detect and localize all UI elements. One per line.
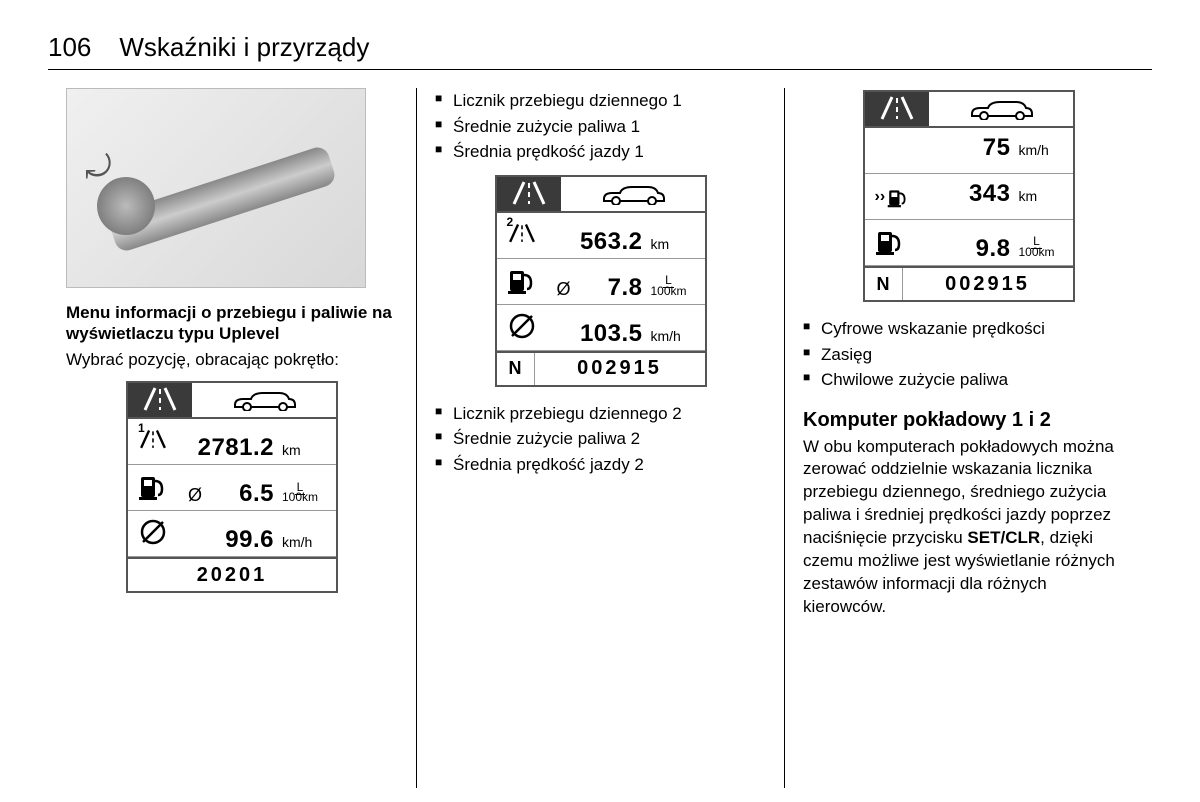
digital-speed-value: 75 (925, 134, 1011, 162)
range-pump-icon: ›› (875, 186, 917, 208)
display-panel-2: 2 563.2 km Ø 7.8 L100km 103.5 km/h N 00 (495, 175, 707, 387)
road-tab-icon (865, 92, 929, 126)
set-clr-label: SET/CLR (967, 528, 1040, 547)
col3-section-heading: Komputer pokładowy 1 i 2 (803, 409, 1134, 432)
gear-indicator-2: N (497, 353, 535, 385)
range-unit: km (1019, 188, 1063, 204)
list-item: Chwilowe zużycie paliwa (803, 367, 1134, 393)
col1-instruction: Wybrać pozycję, obracając pokrętło: (66, 349, 398, 372)
trip-unit-1: km (282, 442, 326, 458)
fuel-pump-icon (875, 226, 917, 256)
display-panel-3: 75 km/h ›› 343 km 9.8 L100km N 002915 (863, 90, 1075, 302)
stalk-illustration: ⤾ (66, 88, 366, 288)
gear-indicator-3: N (865, 268, 903, 300)
column-3: 75 km/h ›› 343 km 9.8 L100km N 002915 Cy… (784, 88, 1152, 788)
list-item: Średnie zużycie paliwa 1 (435, 114, 766, 140)
list-item: Średnie zużycie paliwa 2 (435, 426, 766, 452)
list-item: Zasięg (803, 342, 1134, 368)
range-value: 343 (925, 180, 1011, 208)
trip-unit-2: km (651, 236, 695, 252)
digital-speed-unit: km/h (1019, 142, 1063, 158)
avg-speed-icon (138, 517, 180, 547)
speed-value-2: 103.5 (557, 320, 643, 348)
fuel-pump-icon (507, 265, 549, 295)
trip-index-2: 2 (507, 215, 514, 229)
avg-speed-icon (507, 311, 549, 341)
fuel-value-2: 7.8 (579, 274, 643, 302)
list-item: Licznik przebiegu dziennego 1 (435, 88, 766, 114)
trip-index-1: 1 (138, 421, 145, 435)
car-tab-icon (561, 177, 705, 211)
col1-subheading: Menu informacji o przebiegu i paliwie na… (66, 302, 398, 345)
column-1: ⤾ Menu informacji o przebiegu i paliwie … (48, 88, 416, 788)
fuel-unit-2: L100km (651, 275, 695, 298)
col3-paragraph: W obu komputerach pokładowych można zero… (803, 436, 1134, 620)
car-tab-icon (929, 92, 1073, 126)
trip-value-2: 563.2 (557, 228, 643, 256)
speed-unit-2: km/h (651, 328, 695, 344)
fuel-unit-1: L100km (282, 482, 326, 505)
list-item: Średnia prędkość jazdy 2 (435, 452, 766, 478)
odometer-3: 002915 (903, 268, 1073, 300)
speed-unit-1: km/h (282, 534, 326, 550)
car-tab-icon (192, 383, 336, 417)
list-item: Cyfrowe wskazanie prędkości (803, 316, 1134, 342)
display-panel-1: 1 2781.2 km Ø 6.5 L100km 99.6 km/h 20201 (126, 381, 338, 593)
road-tab-icon (128, 383, 192, 417)
col2-list-bottom: Licznik przebiegu dziennego 2 Średnie zu… (435, 401, 766, 478)
odometer-2: 002915 (535, 353, 705, 385)
column-2: Licznik przebiegu dziennego 1 Średnie zu… (416, 88, 784, 788)
content-columns: ⤾ Menu informacji o przebiegu i paliwie … (48, 88, 1152, 788)
inst-fuel-unit: L100km (1019, 236, 1063, 259)
road-tab-icon (497, 177, 561, 211)
fuel-pump-icon (138, 471, 180, 501)
col2-list-top: Licznik przebiegu dziennego 1 Średnie zu… (435, 88, 766, 165)
speed-value-1: 99.6 (188, 526, 274, 554)
trip-value-1: 2781.2 (188, 434, 274, 462)
list-item: Średnia prędkość jazdy 1 (435, 139, 766, 165)
page-title: Wskaźniki i przyrządy (119, 32, 369, 63)
odometer-1: 20201 (128, 557, 336, 591)
col3-list: Cyfrowe wskazanie prędkości Zasięg Chwil… (803, 316, 1134, 393)
fuel-value-1: 6.5 (210, 480, 274, 508)
list-item: Licznik przebiegu dziennego 2 (435, 401, 766, 427)
page-number: 106 (48, 32, 91, 63)
page-header: 106 Wskaźniki i przyrządy (48, 32, 1152, 70)
inst-fuel-value: 9.8 (925, 235, 1011, 263)
rotate-arrow-icon: ⤾ (85, 149, 112, 187)
